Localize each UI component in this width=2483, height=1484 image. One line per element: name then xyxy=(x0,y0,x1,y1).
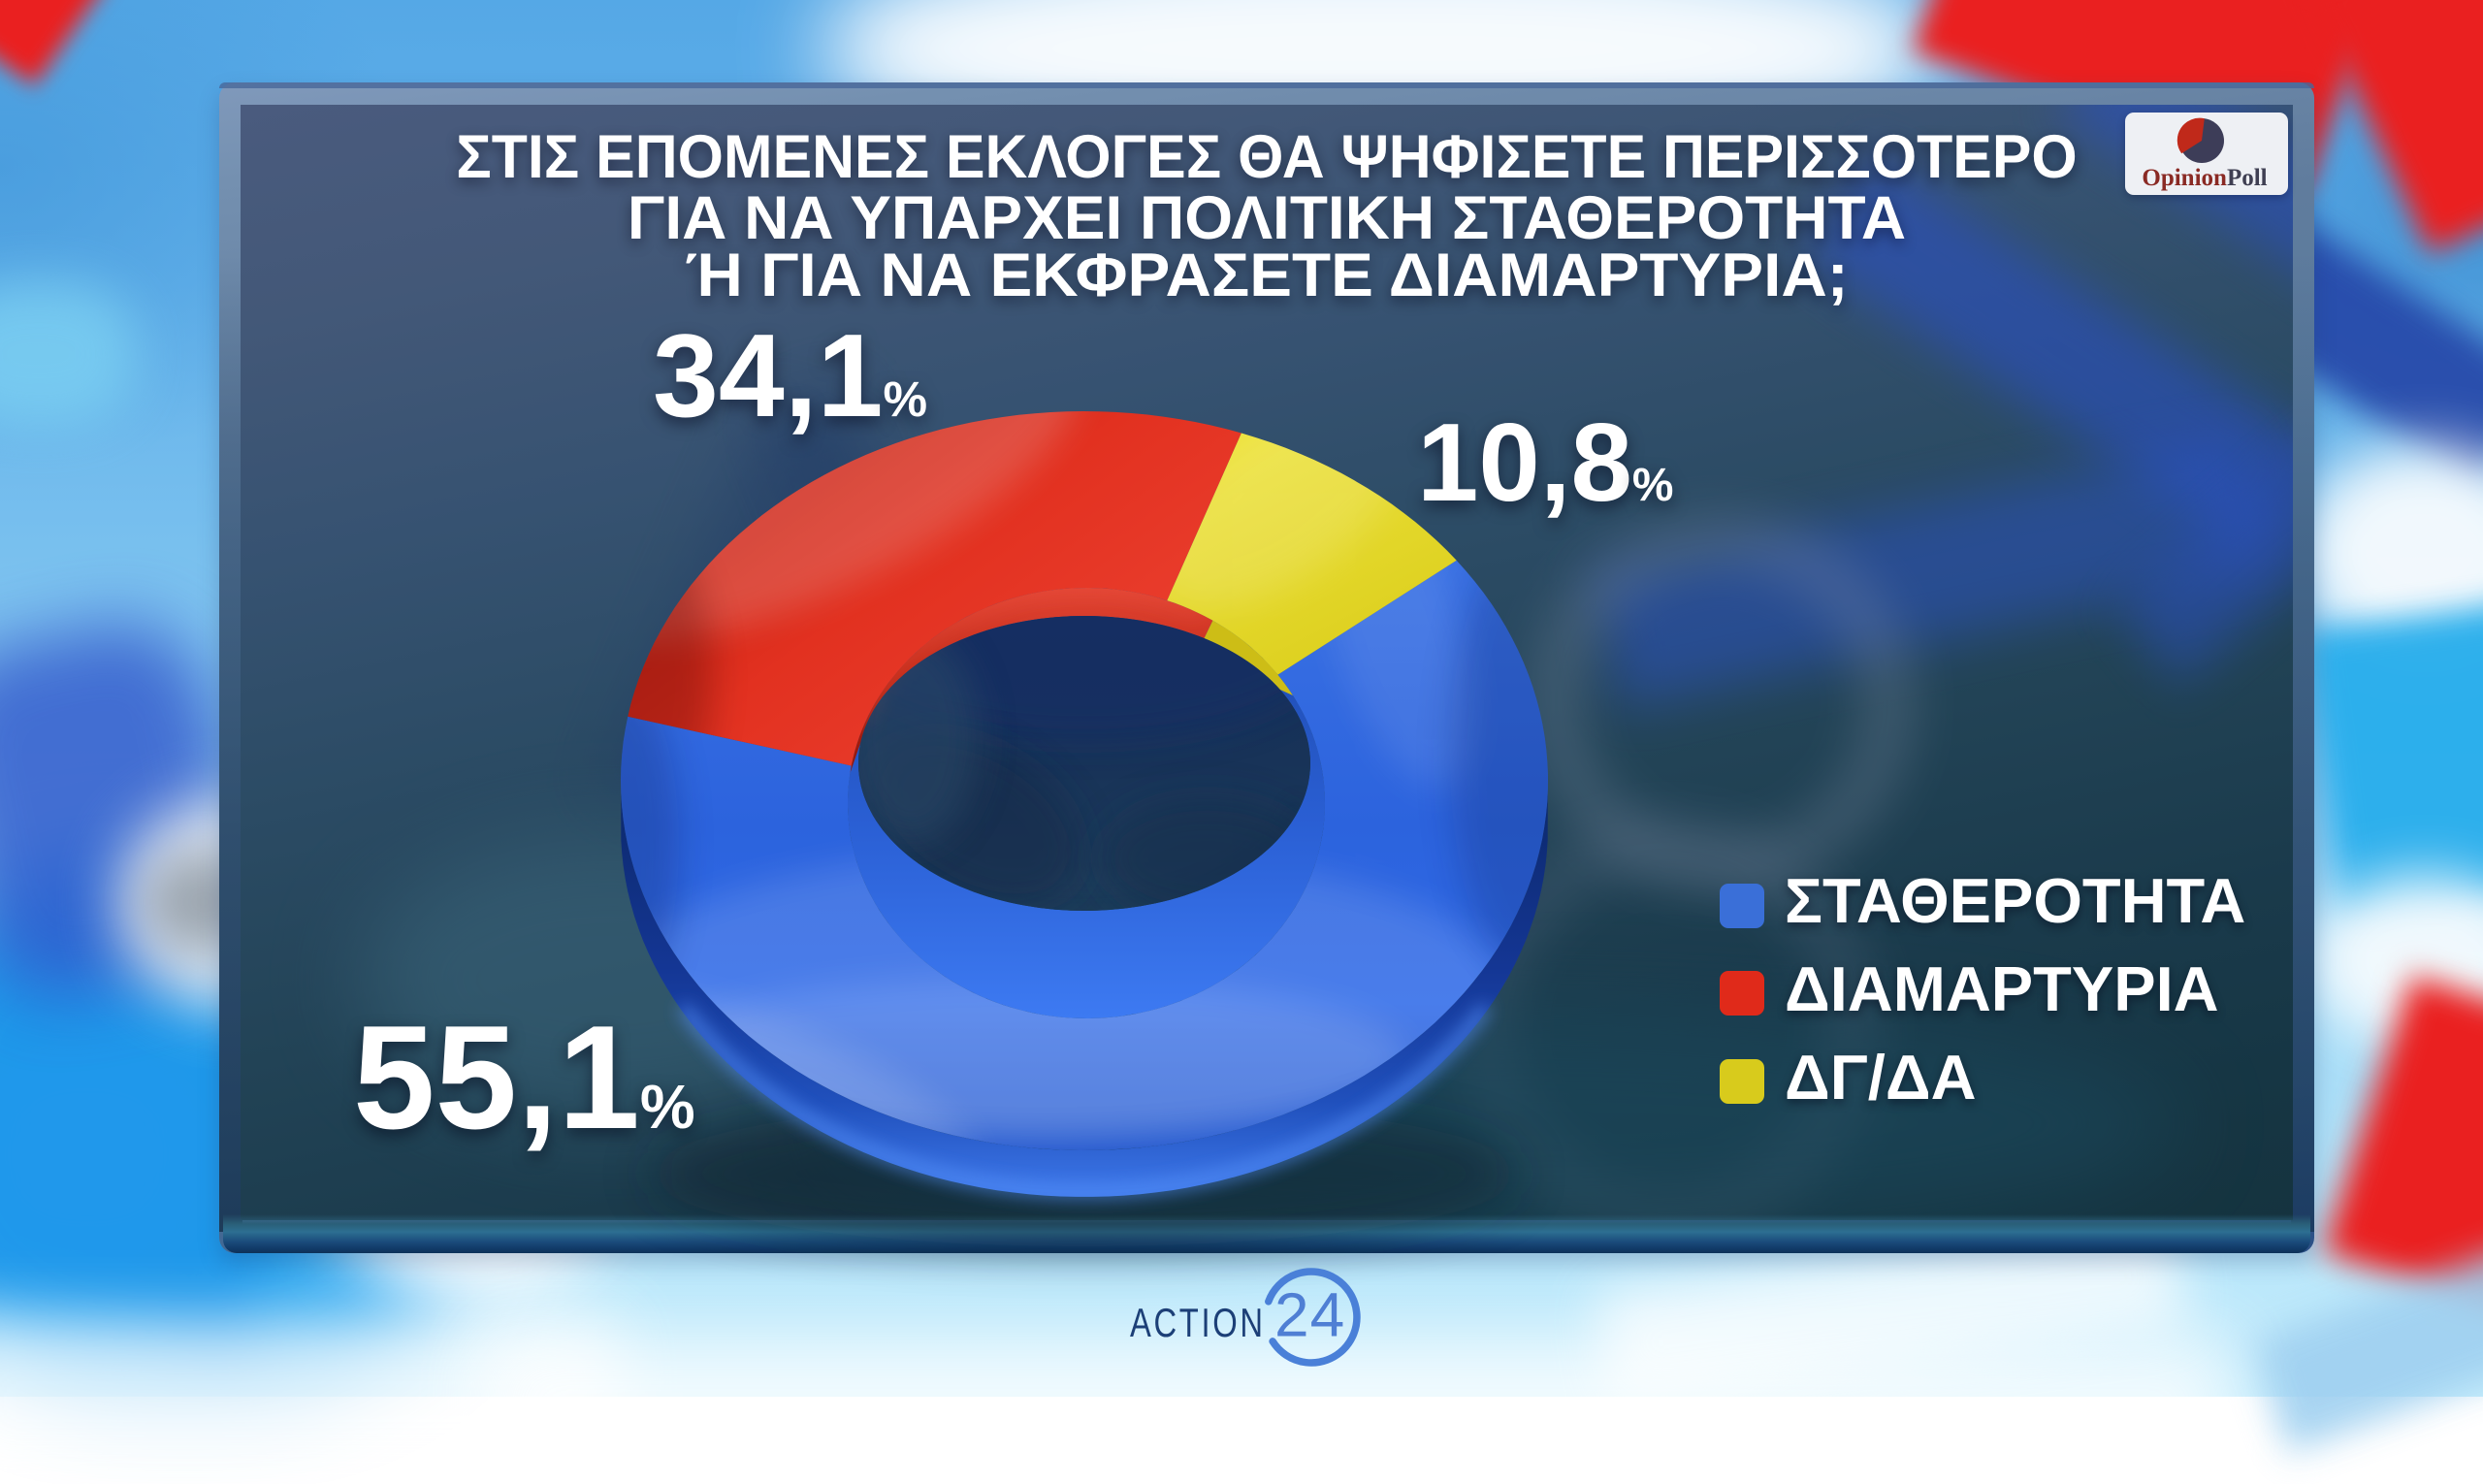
svg-text:24: 24 xyxy=(1274,1280,1345,1350)
svg-text:ACTION: ACTION xyxy=(1130,1300,1266,1345)
svg-text:OpinionPoll: OpinionPoll xyxy=(2142,165,2267,191)
